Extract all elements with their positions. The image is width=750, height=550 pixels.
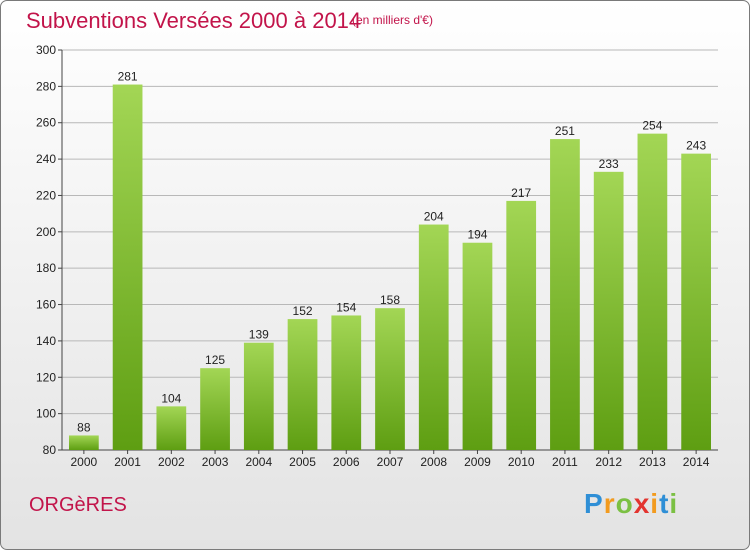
proxiti-logo: Proxiti: [584, 488, 678, 520]
data-label: 254: [642, 119, 662, 133]
bar: [418, 224, 449, 450]
data-label: 217: [511, 186, 531, 200]
x-tick-label: 2010: [508, 455, 535, 469]
x-tick-label: 2008: [420, 455, 447, 469]
bar: [681, 153, 712, 451]
x-tick-label: 2000: [71, 455, 98, 469]
y-tick-label: 140: [36, 334, 56, 348]
logo-letter: x: [633, 488, 651, 519]
data-label: 152: [293, 304, 313, 318]
data-label: 88: [77, 420, 91, 434]
data-label: 281: [118, 70, 138, 84]
bar: [112, 84, 143, 450]
y-tick-label: 240: [36, 152, 56, 166]
labels: 80 100 120 140 160 180 200 220 240 260 280 300 88 200…: [36, 43, 710, 469]
logo-letter: r: [603, 488, 616, 519]
y-tick-label: 100: [36, 407, 56, 421]
chart-subtitle: (en milliers d'€): [352, 13, 433, 27]
bar: [156, 406, 187, 450]
logo-letter: P: [584, 488, 604, 519]
x-tick-label: 2011: [552, 455, 578, 469]
commune-name: ORGèRES: [29, 494, 127, 516]
y-tick-label: 220: [36, 188, 56, 202]
y-tick-label: 280: [36, 79, 56, 93]
bar: [593, 171, 624, 450]
x-tick-label: 2013: [639, 455, 666, 469]
y-tick-label: 120: [36, 370, 56, 384]
x-tick-label: 2014: [683, 455, 710, 469]
x-tick-label: 2006: [333, 455, 360, 469]
bar: [331, 315, 362, 450]
y-tick-label: 200: [36, 225, 56, 239]
logo-letter: o: [615, 488, 634, 519]
bar: [68, 435, 99, 450]
y-tick-label: 180: [36, 261, 56, 275]
x-tick-label: 2007: [377, 455, 404, 469]
x-tick-label: 2012: [595, 455, 622, 469]
data-label: 158: [380, 293, 400, 307]
x-tick-label: 2001: [114, 455, 141, 469]
x-tick-label: 2002: [158, 455, 185, 469]
data-label: 139: [249, 328, 269, 342]
bar: [287, 319, 318, 450]
bar: [506, 200, 537, 450]
data-label: 251: [555, 124, 575, 138]
x-tick-label: 2003: [202, 455, 229, 469]
bar: [462, 242, 493, 450]
x-tick-label: 2009: [464, 455, 491, 469]
bar: [200, 368, 230, 450]
y-tick-label: 80: [43, 443, 57, 457]
data-label: 194: [467, 228, 487, 242]
x-tick-label: 2005: [289, 455, 316, 469]
bar: [243, 342, 274, 450]
data-label: 243: [686, 139, 706, 153]
x-tick-label: 2004: [245, 455, 272, 469]
chart-title: Subventions Versées 2000 à 2014: [26, 8, 362, 33]
y-tick-label: 260: [36, 116, 56, 130]
bar: [637, 133, 668, 451]
logo-letter: i: [650, 488, 660, 519]
bar: [375, 308, 405, 450]
data-label: 204: [424, 210, 444, 224]
data-label: 154: [336, 300, 356, 314]
y-tick-label: 300: [36, 43, 56, 57]
y-tick-label: 160: [36, 298, 56, 312]
logo-letter: i: [669, 488, 679, 519]
data-label: 233: [599, 157, 619, 171]
data-label: 125: [205, 353, 225, 367]
bar: [550, 139, 580, 450]
data-label: 104: [161, 391, 181, 405]
logo-letter: t: [659, 488, 670, 519]
bars: [68, 84, 712, 451]
